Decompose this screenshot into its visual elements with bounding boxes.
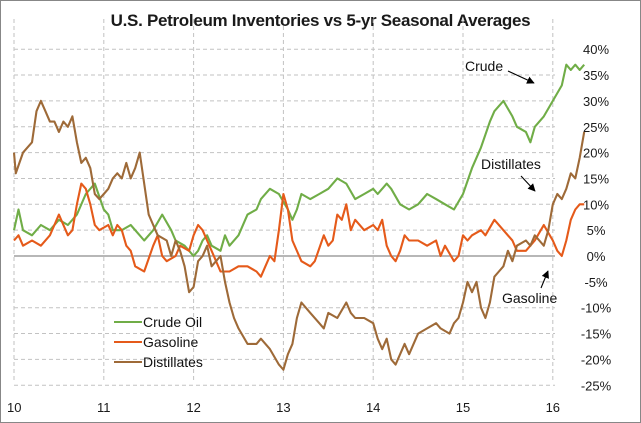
legend-label: Distillates — [143, 354, 203, 370]
x-tick-label: 12 — [186, 400, 200, 415]
y-tick-label: 5% — [587, 223, 606, 238]
annotation-arrow — [507, 70, 535, 84]
y-tick-label: 40% — [583, 42, 609, 57]
x-tick-label: 16 — [546, 400, 560, 415]
legend: Crude Oil Gasoline Distillates — [114, 314, 203, 370]
y-tick-label: -5% — [584, 275, 608, 290]
y-tick-label: 20% — [583, 146, 609, 161]
legend-label: Gasoline — [143, 334, 198, 350]
y-tick-label: 35% — [583, 68, 609, 83]
y-tick-label: 15% — [583, 171, 609, 186]
y-axis-labels: 40% 35% 30% 25% 20% 15% 10% 5% 0% -5% -10% -15% -20%… — [581, 42, 612, 393]
y-tick-label: 25% — [583, 120, 609, 135]
y-tick-label: -10% — [581, 301, 612, 316]
y-tick-label: -15% — [581, 327, 612, 342]
series-gasoline — [13, 182, 585, 278]
annotation-crude: Crude — [465, 58, 503, 74]
annotation-distillates: Distillates — [481, 156, 541, 172]
y-tick-label: -20% — [581, 352, 612, 367]
series-distillates — [12, 99, 586, 371]
series-lines — [12, 63, 586, 371]
x-tick-label: 10 — [7, 400, 21, 415]
x-axis-labels: 10 11 12 13 14 15 16 — [7, 400, 560, 415]
y-tick-label: -25% — [581, 378, 612, 393]
x-tick-label: 15 — [456, 400, 470, 415]
y-tick-label: 10% — [583, 197, 609, 212]
annotation-arrow — [520, 175, 536, 192]
series-crude-oil — [12, 63, 585, 258]
annotation-arrow — [540, 270, 549, 289]
x-tick-label: 13 — [276, 400, 290, 415]
y-tick-label: 30% — [583, 94, 609, 109]
x-tick-label: 11 — [97, 400, 111, 415]
annotations: Crude Distillates Gasoline — [465, 58, 557, 306]
annotation-gasoline: Gasoline — [502, 290, 557, 306]
x-tick-label: 14 — [366, 400, 380, 415]
chart-title: U.S. Petroleum Inventories vs 5-yr Seaso… — [110, 11, 531, 30]
y-tick-label: 0% — [587, 249, 606, 264]
legend-label: Crude Oil — [143, 314, 202, 330]
